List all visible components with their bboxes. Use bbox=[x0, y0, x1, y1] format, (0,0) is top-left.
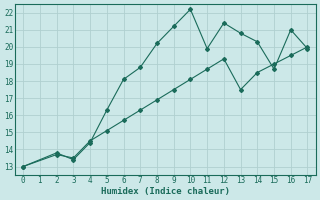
X-axis label: Humidex (Indice chaleur): Humidex (Indice chaleur) bbox=[101, 187, 230, 196]
